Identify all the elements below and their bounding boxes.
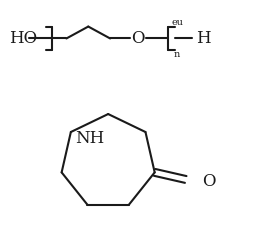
Text: n: n <box>174 50 180 59</box>
Text: H: H <box>196 30 210 47</box>
Text: eu: eu <box>172 18 184 27</box>
Text: HO: HO <box>9 30 37 47</box>
Text: O: O <box>202 173 216 190</box>
Text: O: O <box>131 30 145 47</box>
Text: NH: NH <box>75 130 104 147</box>
